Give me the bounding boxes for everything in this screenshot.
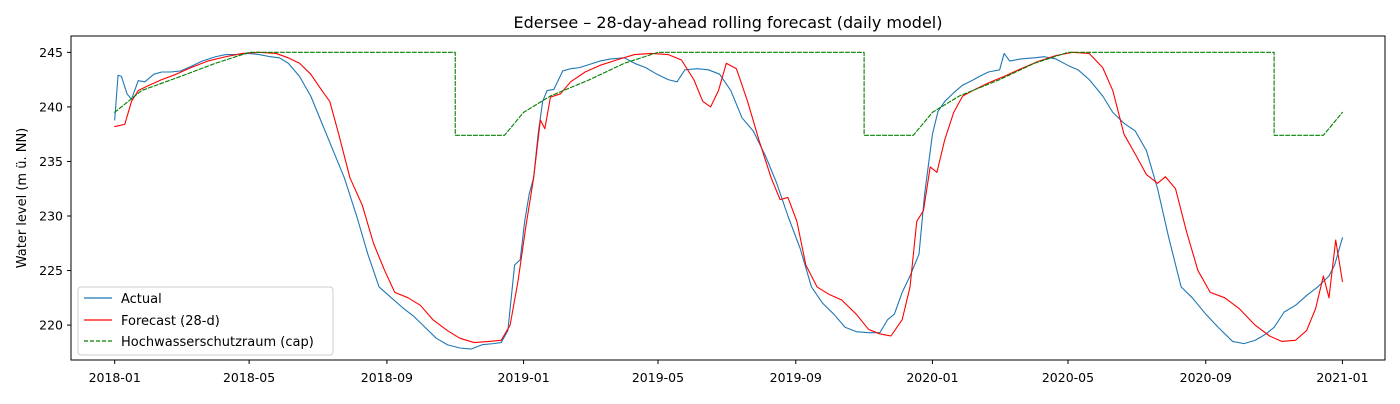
x-tick-label: 2018-09 [361, 370, 413, 385]
x-tick-label: 2019-09 [770, 370, 822, 385]
y-tick-label: 240 [39, 99, 63, 114]
x-axis: 2018-01 2018-05 2018-09 2019-01 2019-05 2019-… [89, 360, 1369, 385]
y-axis-label: Water level (m ü. NN) [15, 128, 30, 269]
x-tick-label: 2018-01 [89, 370, 141, 385]
legend-label-actual: Actual [121, 292, 162, 307]
x-tick-label: 2020-05 [1042, 370, 1094, 385]
y-axis: 220 225 230 235 240 245 [39, 45, 71, 333]
x-tick-label: 2019-05 [632, 370, 684, 385]
legend: Actual Forecast (28-d) Hochwasserschutzr… [77, 286, 334, 356]
y-tick-label: 225 [39, 263, 63, 278]
legend-box [77, 286, 334, 356]
y-tick-label: 235 [39, 154, 63, 169]
x-tick-label: 2018-05 [223, 370, 275, 385]
y-tick-label: 245 [39, 45, 63, 60]
x-tick-label: 2019-01 [497, 370, 549, 385]
x-tick-label: 2020-09 [1180, 370, 1232, 385]
legend-label-cap: Hochwasserschutzraum (cap) [121, 335, 314, 350]
y-tick-label: 230 [39, 209, 63, 224]
y-tick-label: 220 [39, 318, 63, 333]
chart-title: Edersee – 28-day-ahead rolling forecast … [513, 13, 942, 32]
plot-frame [70, 35, 1386, 361]
series-line-cap [114, 51, 1343, 136]
series-layer [114, 51, 1343, 350]
x-tick-label: 2021-01 [1316, 370, 1368, 385]
series-line-actual [114, 52, 1343, 350]
series-line-forecast [114, 51, 1343, 344]
legend-label-forecast: Forecast (28-d) [121, 314, 220, 329]
x-tick-label: 2020-01 [906, 370, 958, 385]
